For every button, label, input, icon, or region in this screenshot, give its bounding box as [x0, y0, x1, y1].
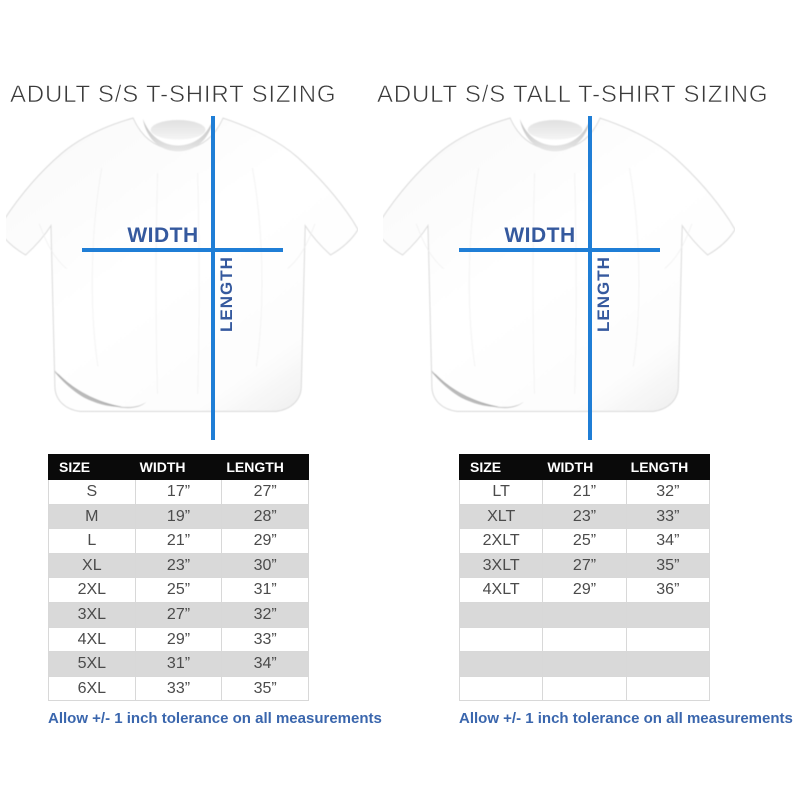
svg-text:LENGTH: LENGTH	[217, 256, 236, 332]
svg-text:LENGTH: LENGTH	[594, 256, 613, 332]
svg-text:WIDTH: WIDTH	[127, 224, 198, 247]
svg-text:WIDTH: WIDTH	[504, 224, 575, 247]
